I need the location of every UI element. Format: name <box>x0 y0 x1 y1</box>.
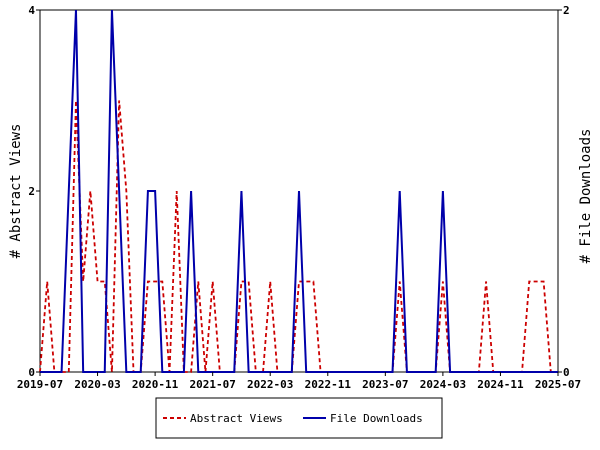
x-tick-label: 2024-11 <box>477 378 524 391</box>
legend-box <box>155 397 443 439</box>
left-tick-label: 4 <box>28 4 35 17</box>
legend: Abstract Views File Downloads <box>155 397 443 439</box>
right-y-axis: 02 <box>558 4 570 379</box>
right-axis-title: # File Downloads <box>578 129 594 264</box>
left-axis-title: # Abstract Views <box>8 124 24 259</box>
x-tick-label: 2020-11 <box>132 378 179 391</box>
left-y-axis: 0 2 4 <box>28 4 40 379</box>
x-tick-label: 2022-11 <box>305 378 352 391</box>
legend-file-downloads-label: File Downloads <box>330 412 423 425</box>
x-tick-label: 2019-07 <box>17 378 63 391</box>
left-tick-label: 2 <box>28 185 35 198</box>
left-tick-label: 0 <box>28 366 35 379</box>
x-tick-label: 2021-07 <box>189 378 235 391</box>
right-tick-label: 2 <box>563 4 570 17</box>
right-tick-label: 0 <box>563 366 570 379</box>
x-tick-label: 2022-03 <box>247 378 293 391</box>
legend-abstract-views-label: Abstract Views <box>190 412 283 425</box>
x-axis: 2019-07 2020-03 2020-11 2021-07 2022-03 2022-… <box>17 372 581 391</box>
x-tick-label: 2025-07 <box>535 378 581 391</box>
x-tick-label: 2020-03 <box>74 378 120 391</box>
x-tick-label: 2023-07 <box>362 378 408 391</box>
x-tick-label: 2024-03 <box>420 378 466 391</box>
